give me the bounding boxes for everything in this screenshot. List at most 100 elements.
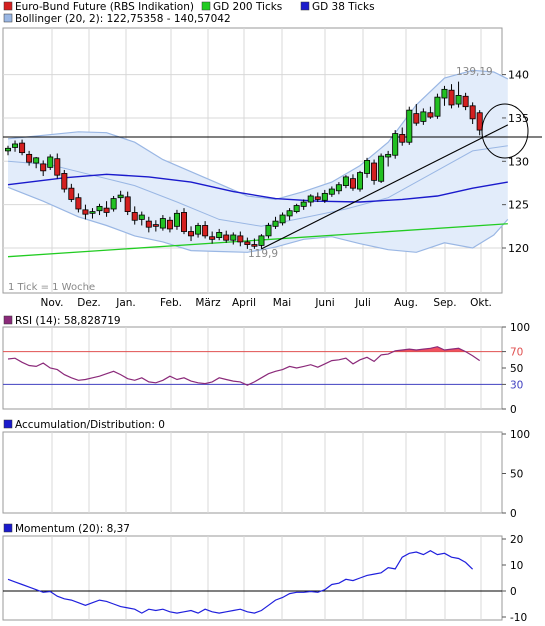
candle-body: [244, 241, 251, 245]
candle-body: [469, 105, 476, 120]
candle: [427, 106, 434, 119]
ad-y-tick-label: 100: [510, 429, 530, 441]
candle-body: [209, 236, 216, 240]
momentum-y-tick-label: 20: [510, 534, 523, 546]
candle-body: [223, 234, 230, 241]
bollinger-upper-line: [7, 69, 509, 201]
candle: [216, 228, 223, 241]
candle: [237, 231, 244, 247]
candle-body: [399, 134, 406, 143]
bollinger-band: [8, 70, 508, 253]
legend-swatch-gd38: [300, 1, 310, 11]
candle-body: [378, 155, 385, 182]
candles: [5, 81, 483, 249]
candle: [293, 203, 300, 214]
candle-body: [75, 197, 82, 210]
high-annotation: 139,19: [456, 66, 493, 78]
candle-body: [40, 163, 47, 172]
candle-body: [356, 172, 363, 190]
candle-body: [173, 212, 180, 227]
candle: [54, 153, 61, 179]
candle-body: [188, 231, 195, 237]
candle-body: [385, 153, 392, 158]
price-y-tick-label: 135: [508, 112, 529, 125]
candle-body: [138, 214, 145, 220]
candle: [441, 85, 448, 106]
month-label: Aug.: [394, 297, 418, 309]
candle: [103, 201, 110, 217]
candle: [265, 222, 272, 239]
candle: [420, 108, 427, 125]
momentum-frame: [2, 535, 503, 621]
momentum-y-axis: 20 10 0 -10: [502, 534, 527, 624]
candle: [230, 232, 237, 245]
candle: [434, 93, 441, 119]
ad-y-tick-label: 0: [510, 508, 517, 520]
candle-body: [159, 218, 166, 229]
candle: [138, 211, 145, 226]
candle-body: [145, 220, 152, 228]
month-label: Feb.: [160, 297, 182, 309]
candle-body: [103, 207, 110, 213]
legend: Euro-Bund Future (RBS Indikation) GD 200…: [3, 1, 375, 25]
candle: [462, 92, 469, 111]
candle-body: [349, 178, 356, 189]
uptrend-line: [261, 124, 509, 250]
candle-body: [286, 210, 293, 217]
candle-body: [26, 153, 33, 163]
candle: [131, 206, 138, 225]
candle: [300, 199, 307, 210]
candle: [96, 203, 103, 216]
ad-panel: Accumulation/Distribution: 0 100 50 0: [2, 419, 530, 520]
highlight-circle: [481, 103, 529, 159]
month-label: Mai: [273, 297, 291, 309]
candle: [251, 238, 258, 249]
price-y-tick-label: 140: [508, 69, 529, 82]
rsi-grid: [51, 327, 482, 409]
candle: [413, 104, 420, 126]
candle-body: [152, 224, 159, 227]
rsi-swatch: [3, 315, 13, 325]
legend-label-gd200: GD 200 Ticks: [213, 1, 282, 13]
legend-swatch-price: [3, 1, 13, 11]
candle: [124, 191, 131, 216]
legend-swatch-gd200: [201, 1, 211, 11]
candle: [342, 175, 349, 189]
bollinger-lower-line: [7, 186, 509, 253]
month-label: April: [232, 297, 256, 309]
candle-body: [448, 89, 455, 106]
legend-label-price: Euro-Bund Future (RBS Indikation): [15, 1, 194, 13]
rsi-frame: [2, 326, 503, 410]
candle-body: [258, 235, 265, 246]
candle-body: [328, 188, 335, 195]
candle: [223, 230, 230, 243]
candle: [272, 216, 279, 229]
candle-body: [300, 201, 307, 207]
candle: [349, 174, 356, 191]
low-annotation: 119,9: [248, 248, 278, 260]
candle-body: [68, 187, 75, 200]
candle: [364, 157, 371, 178]
candle-body: [371, 162, 378, 181]
candle: [188, 226, 195, 242]
ad-y-tick-label: 50: [510, 469, 523, 481]
price-y-tick-label: 120: [508, 242, 529, 255]
candle-body: [61, 173, 68, 190]
price-y-axis: 120 125 130 135 140: [502, 69, 529, 255]
momentum-y-tick-label: 0: [510, 586, 517, 598]
candle-body: [180, 212, 187, 232]
legend-label-gd38: GD 38 Ticks: [312, 1, 375, 13]
candle-body: [265, 225, 272, 237]
candle: [385, 150, 392, 167]
candle-body: [455, 95, 462, 105]
candle-body: [124, 196, 131, 212]
rsi-y-axis: 100 70 50 30 0: [502, 322, 530, 416]
candle-body: [216, 231, 223, 238]
legend-label-bollinger: Bollinger (20, 2): 122,75358 - 140,57042: [15, 13, 231, 25]
candle: [279, 212, 286, 226]
candle: [117, 190, 124, 203]
candle: [152, 220, 159, 232]
rsi-y-tick-label: 0: [510, 404, 517, 416]
candle: [89, 208, 96, 219]
